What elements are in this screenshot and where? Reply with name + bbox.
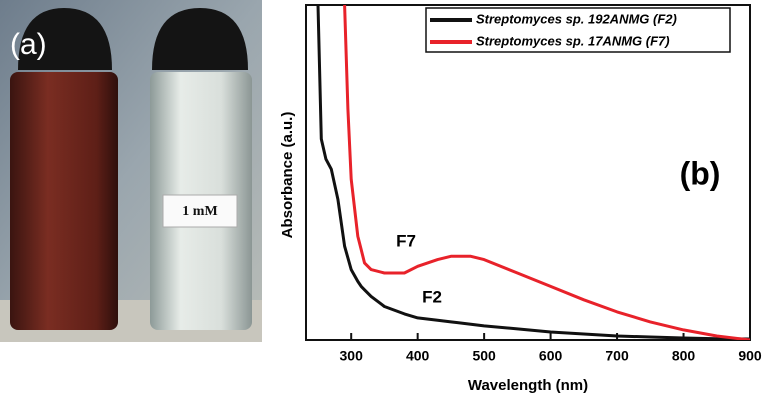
vial-cap bbox=[152, 8, 248, 70]
vial-sticker bbox=[162, 194, 238, 228]
legend-label: Streptomyces sp. 17ANMG (F7) bbox=[476, 33, 670, 48]
legend-box bbox=[425, 7, 731, 53]
photo: 1 mM (a) bbox=[0, 0, 262, 342]
legend-label: Streptomyces sp. 192ANMG (F2) bbox=[476, 11, 677, 26]
x-tick-label: 900 bbox=[738, 348, 762, 364]
x-tick-label: 400 bbox=[406, 348, 430, 364]
x-tick-label: 800 bbox=[672, 348, 696, 364]
x-axis-title: Wavelength (nm) bbox=[468, 377, 588, 394]
vial-label: 1 mM bbox=[182, 204, 217, 219]
panel-label: (b) bbox=[680, 155, 721, 191]
data-line bbox=[316, 5, 750, 340]
plot-frame bbox=[305, 4, 751, 341]
annotation: F2 bbox=[422, 287, 442, 306]
data-line bbox=[343, 5, 750, 340]
x-tick-label: 500 bbox=[472, 348, 496, 364]
annotation: F7 bbox=[396, 231, 416, 250]
red-vial bbox=[10, 72, 118, 330]
x-tick-label: 700 bbox=[605, 348, 629, 364]
x-tick-label: 600 bbox=[539, 348, 563, 364]
panel-label: (a) bbox=[10, 28, 47, 61]
x-tick-label: 300 bbox=[340, 348, 364, 364]
y-axis-title: Absorbance (a.u.) bbox=[279, 112, 296, 239]
vial-cap bbox=[18, 8, 112, 70]
